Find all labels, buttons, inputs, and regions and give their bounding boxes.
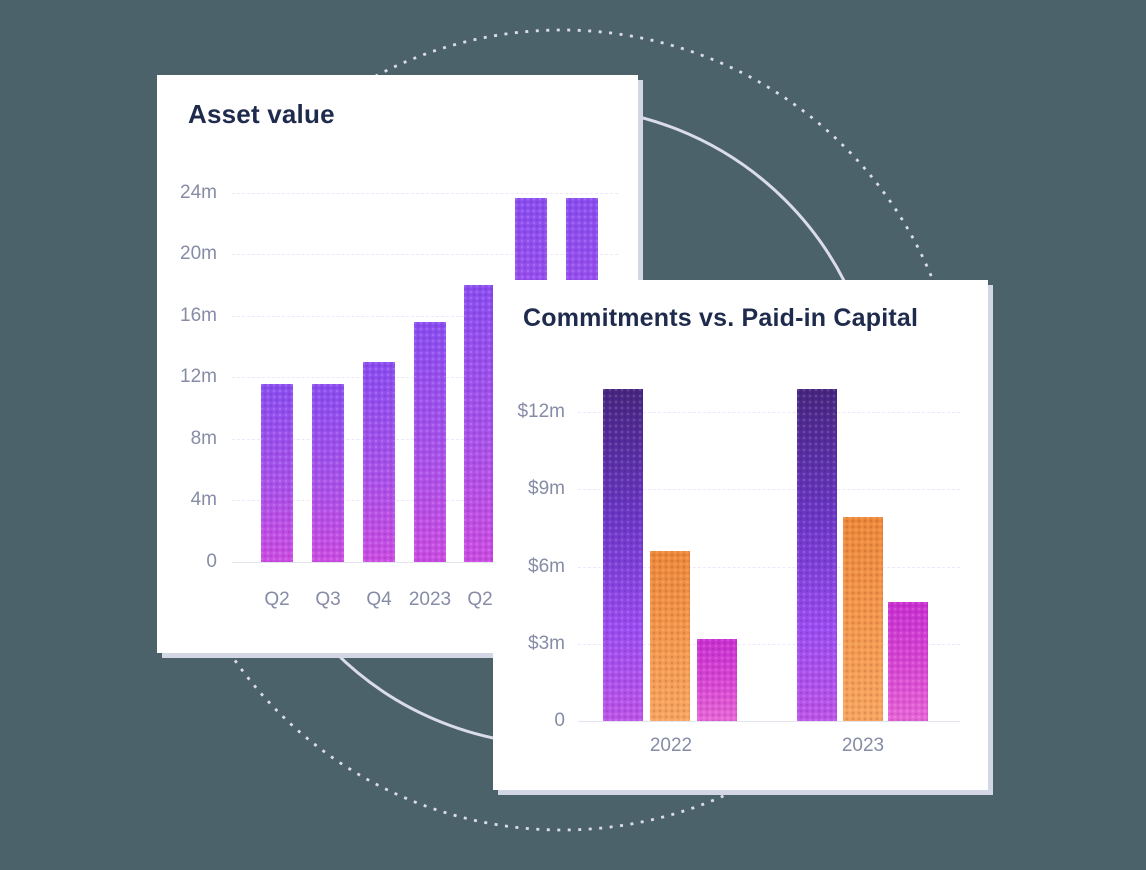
y-tick-label: $9m <box>528 478 565 499</box>
gridline <box>578 412 960 413</box>
gridline <box>232 316 618 317</box>
x-tick-label: 2023 <box>408 589 452 610</box>
chart-title: Commitments vs. Paid-in Capital <box>523 304 919 332</box>
bar <box>261 384 293 562</box>
bar <box>363 362 395 562</box>
gridline <box>578 489 960 490</box>
x-tick-label: Q2 <box>264 589 290 610</box>
x-axis-baseline <box>232 562 618 563</box>
gridline <box>232 193 618 194</box>
x-tick-label: Q3 <box>315 589 341 610</box>
x-axis-baseline <box>578 721 960 722</box>
x-tick-label: 2023 <box>841 735 885 756</box>
y-tick-label: 24m <box>180 182 217 203</box>
y-tick-label: 0 <box>554 710 565 731</box>
x-tick-label: Q4 <box>366 589 392 610</box>
y-tick-label: $12m <box>517 401 565 422</box>
bar <box>797 389 837 721</box>
bar <box>650 551 690 721</box>
gridline <box>578 644 960 645</box>
bar <box>414 322 446 562</box>
bar <box>603 389 643 721</box>
y-tick-label: $3m <box>528 633 565 654</box>
y-tick-label: 12m <box>180 366 217 387</box>
bar <box>888 602 928 721</box>
commitments-card: Commitments vs. Paid-in Capital $12m $9m… <box>493 280 988 790</box>
chart-title: Asset value <box>188 99 335 129</box>
bar <box>312 384 344 562</box>
y-tick-label: 8m <box>190 428 217 449</box>
gridline <box>232 254 618 255</box>
y-tick-label: 16m <box>180 305 217 326</box>
y-tick-label: $6m <box>528 556 565 577</box>
y-tick-label: 20m <box>180 243 217 264</box>
bar <box>843 517 883 721</box>
x-tick-label: 2022 <box>649 735 693 756</box>
x-tick-label: Q2 <box>467 589 493 610</box>
bar <box>464 285 496 562</box>
bar <box>697 639 737 721</box>
y-tick-label: 4m <box>190 489 217 510</box>
gridline <box>578 567 960 568</box>
y-tick-label: 0 <box>206 551 217 572</box>
